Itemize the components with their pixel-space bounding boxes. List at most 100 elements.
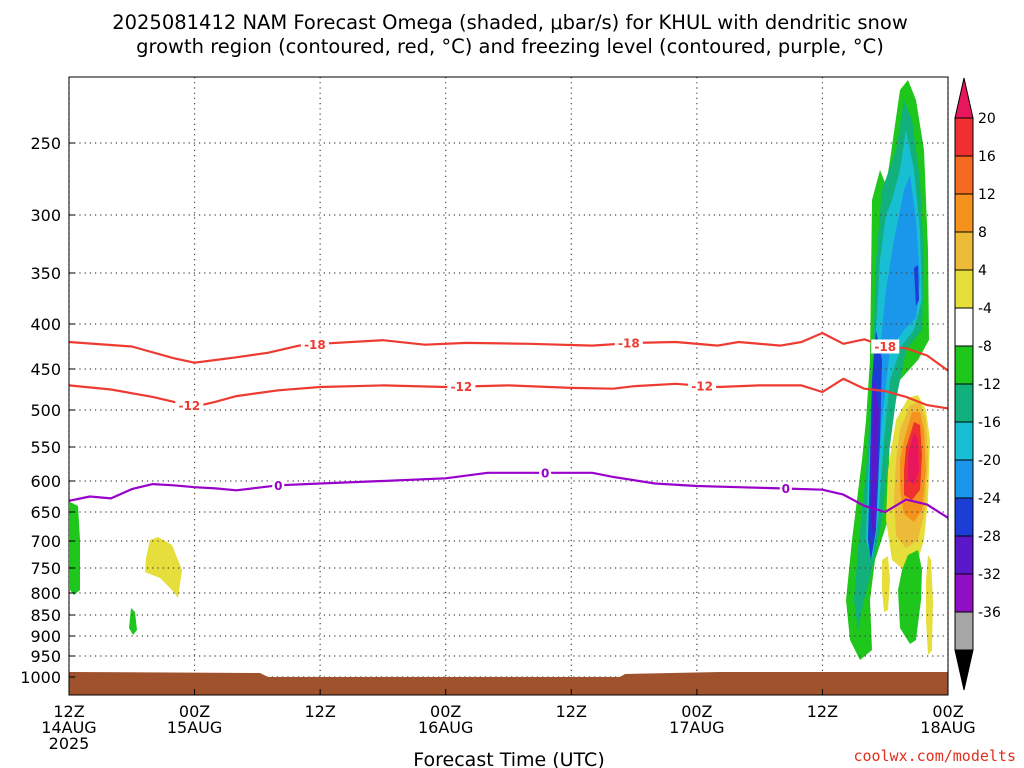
x-tick-label: 16AUG [418, 718, 473, 737]
y-tick-label: 550 [30, 438, 61, 457]
colorbar-swatch [954, 421, 974, 461]
omega-region-darkblue-small [914, 265, 919, 306]
omega-region-green-lower-right [898, 550, 922, 644]
omega-region-blue-column [870, 175, 920, 520]
x-tick-label: 15AUG [167, 718, 222, 737]
colorbar-swatch [954, 193, 974, 233]
contour-line [68, 377, 949, 410]
colorbar-swatch [954, 155, 974, 195]
colorbar-label: -24 [978, 491, 1001, 507]
colorbar-top-arrow [954, 77, 974, 119]
credit-text: coolwx.com/modelts [853, 747, 1016, 765]
y-tick-label: 450 [30, 360, 61, 379]
x-tick-label: 12Z [807, 702, 838, 721]
y-tick-label: 950 [30, 647, 61, 666]
y-tick-label: 1000 [20, 668, 61, 687]
omega-region-green-small [129, 608, 137, 635]
y-tick-label: 650 [30, 503, 61, 522]
x-tick-label: 00Z [430, 702, 461, 721]
colorbar-swatch [954, 573, 974, 613]
x-tick-label: 17AUG [669, 718, 724, 737]
contour-label-bg [779, 481, 792, 496]
x-tick-label: 12Z [304, 702, 335, 721]
colorbar-label: -20 [978, 453, 1001, 469]
colorbar-label: 12 [978, 187, 996, 203]
x-tick-label: 14AUG [41, 718, 96, 737]
contour-label-bg [272, 478, 285, 493]
colorbar-label: 16 [978, 149, 996, 165]
y-tick-label: 500 [30, 401, 61, 420]
colorbar-swatch [954, 345, 974, 385]
contour-label: -18 [304, 338, 326, 352]
colorbar-label: -8 [978, 339, 992, 355]
contour-label: 0 [782, 482, 790, 496]
title-line-1: 2025081412 NAM Forecast Omega (shaded, μ… [112, 11, 908, 34]
title-line-2: growth region (contoured, red, °C) and f… [136, 35, 884, 58]
contour-label-bg [871, 339, 900, 354]
colorbar-label: -32 [978, 567, 1001, 583]
x-axis-title: Forecast Time (UTC) [413, 749, 604, 768]
x-tick-label: 12Z [53, 702, 84, 721]
contour-label-bg [447, 379, 476, 394]
y-tick-label: 400 [30, 315, 61, 334]
colorbar-swatch [954, 497, 974, 537]
colorbar-swatch [954, 307, 974, 347]
colorbar-swatch [954, 535, 974, 575]
omega-region-violet [871, 380, 879, 540]
colorbar-swatch [954, 383, 974, 423]
plot-border [68, 76, 949, 696]
contour-label: -12 [178, 399, 200, 413]
omega-region-green-left [70, 502, 80, 595]
x-tick-label: 2025 [49, 734, 90, 753]
x-tick-label: 12Z [556, 702, 587, 721]
colorbar-swatch [954, 459, 974, 499]
contour-label-bg [175, 398, 204, 413]
colorbar-label: 8 [978, 225, 987, 241]
ground-surface [69, 672, 948, 695]
contour-label-bg [614, 336, 643, 351]
contour-line [68, 331, 949, 372]
plot-area: -18 -18 -18 -12 -12 -12 0 0 0 [68, 76, 949, 696]
contour-label: -12 [691, 379, 713, 393]
omega-region-magenta-right [908, 432, 919, 485]
x-tick-label: 00Z [179, 702, 210, 721]
contour-label: -18 [874, 340, 896, 354]
contour-label: 0 [274, 479, 282, 493]
colorbar-swatch [954, 611, 974, 651]
y-tick-label: 250 [30, 134, 61, 153]
contour-label-bg [300, 337, 329, 352]
y-axis: 250 300 350 400 450 500 550 600 650 700 750 800 850 9… [20, 134, 75, 687]
x-tick-label: 00Z [932, 702, 963, 721]
contour-label: -12 [451, 380, 473, 394]
colorbar-label: -12 [978, 377, 1001, 393]
colorbar-label: -28 [978, 529, 1001, 545]
x-tick-label: 00Z [681, 702, 712, 721]
contour-label-bg [688, 378, 717, 393]
colorbar-label: 4 [978, 263, 987, 279]
contour-label: -18 [618, 337, 640, 351]
colorbar-swatch [954, 269, 974, 309]
y-tick-label: 850 [30, 606, 61, 625]
colorbar-label: -4 [978, 301, 992, 317]
y-tick-label: 600 [30, 472, 61, 491]
x-tick-label: 18AUG [920, 718, 975, 737]
y-tick-label: 800 [30, 584, 61, 603]
omega-region-yellow-lower-left [882, 556, 890, 612]
contour-label-bg [539, 465, 552, 480]
y-tick-label: 900 [30, 627, 61, 646]
colorbar-bottom-arrow [954, 649, 974, 691]
colorbar-swatch [954, 117, 974, 157]
y-tick-label: 750 [30, 559, 61, 578]
colorbar-label: -16 [978, 415, 1001, 431]
colorbar-swatch [954, 231, 974, 271]
y-tick-label: 350 [30, 264, 61, 283]
contour-label: 0 [541, 466, 549, 480]
colorbar-label: 20 [978, 111, 996, 127]
contour-line [68, 471, 949, 519]
y-tick-label: 300 [30, 206, 61, 225]
colorbar: 20 16 12 8 4 -4 -8 -12 -16 -20 -24 -28 -32 -36 [954, 77, 1001, 691]
omega-region-yellow-lower-right [926, 555, 933, 655]
contour-lines: -18 -18 -18 -12 -12 -12 0 0 0 [68, 331, 949, 519]
